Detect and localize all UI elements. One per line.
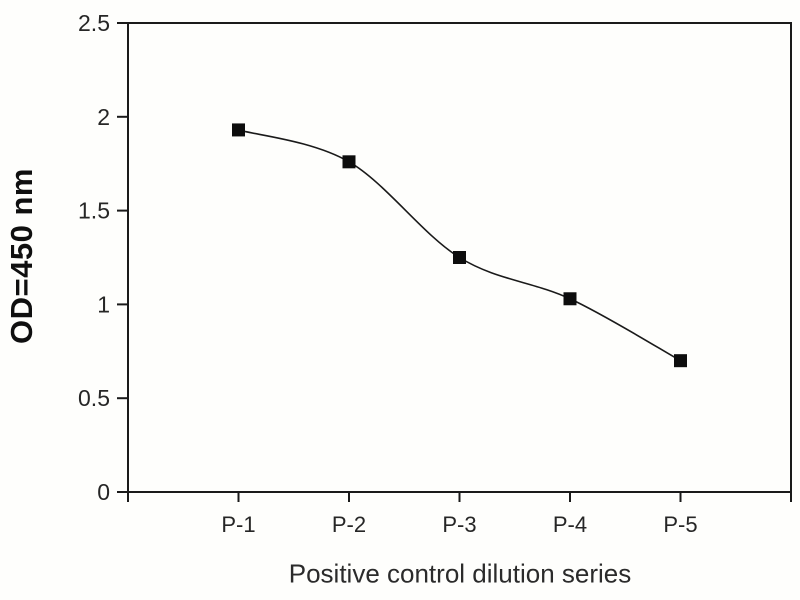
data-point-marker — [342, 155, 356, 169]
y-tick-label: 1 — [97, 291, 110, 317]
y-tick-label: 0 — [97, 479, 110, 505]
x-tick-label: P-4 — [553, 512, 587, 537]
x-axis-title: Positive control dilution series — [288, 558, 632, 589]
x-tick-label: P-5 — [663, 512, 697, 537]
y-tick-label: 1.5 — [78, 198, 110, 224]
data-point-marker — [563, 292, 577, 306]
data-line — [238, 129, 681, 362]
x-tick-label: P-2 — [332, 512, 366, 537]
x-tick-label: P-3 — [442, 512, 476, 537]
data-point-marker — [453, 251, 466, 264]
x-tick-label: P-1 — [221, 512, 255, 537]
y-tick-label: 2 — [97, 104, 110, 130]
y-tick-label: 0.5 — [78, 385, 110, 411]
y-tick-label: 2.5 — [78, 10, 110, 36]
data-point-marker — [674, 354, 687, 368]
data-point-marker — [232, 123, 245, 137]
y-axis-title: OD=450 nm — [4, 168, 39, 344]
